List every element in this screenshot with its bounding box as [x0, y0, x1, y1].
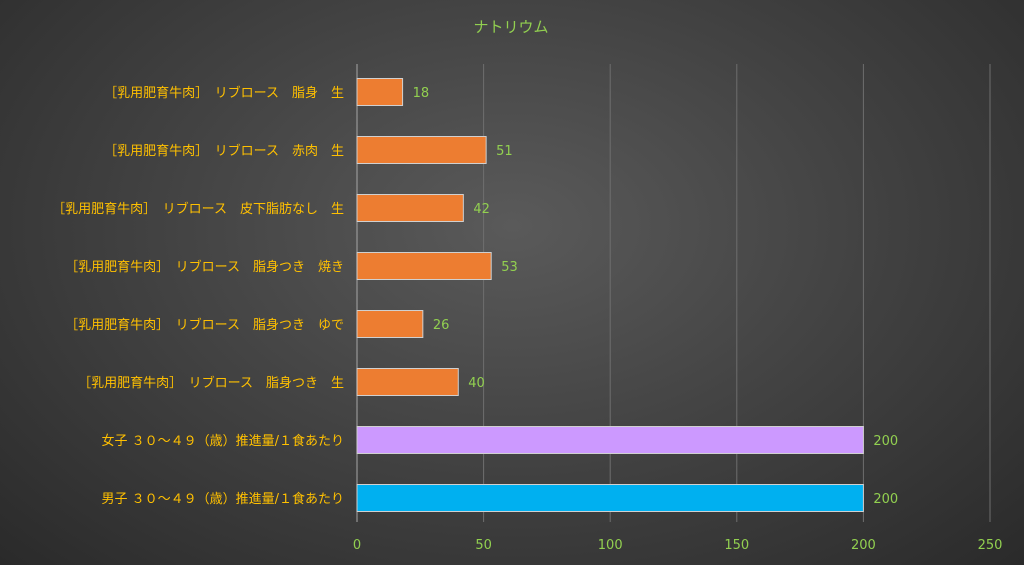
- x-tick-label: 100: [598, 538, 623, 553]
- data-label: 200: [873, 434, 898, 449]
- x-tick-label: 50: [475, 538, 492, 553]
- data-label: 42: [473, 202, 490, 217]
- bar-4: [356, 310, 424, 338]
- bar-1: [356, 136, 487, 164]
- bar-2: [356, 194, 464, 222]
- data-label: 51: [496, 144, 513, 159]
- data-label: 40: [468, 376, 485, 391]
- category-label: ［乳用肥育牛肉］ リブロース 赤肉 生: [104, 143, 344, 159]
- x-tick-label: 200: [851, 538, 876, 553]
- category-label: ［乳用肥育牛肉］ リブロース 脂身 生: [104, 85, 344, 101]
- data-label: 53: [501, 260, 518, 275]
- data-label: 26: [433, 318, 450, 333]
- category-label: 女子 ３０～４９（歳）推進量/１食あたり: [101, 433, 344, 449]
- labels: 0 50 100 150 200 250 ［乳用肥育牛肉］ リブロース 脂身 生 18 ［乳用肥…: [52, 85, 1002, 553]
- bar-5: [356, 368, 459, 396]
- category-label: ［乳用肥育牛肉］ リブロース 脂身つき 焼き: [65, 259, 344, 275]
- category-label: ［乳用肥育牛肉］ リブロース 脂身つき ゆで: [65, 317, 344, 333]
- chart-title: ナトリウム: [473, 18, 548, 36]
- bar-0: [356, 78, 404, 106]
- data-label: 18: [413, 86, 430, 101]
- data-label: 200: [873, 492, 898, 507]
- bar-7: [356, 484, 864, 512]
- x-tick-label: 0: [353, 538, 361, 553]
- bars: [356, 78, 864, 512]
- x-tick-label: 150: [724, 538, 749, 553]
- category-label: 男子 ３０～４９（歳）推進量/１食あたり: [101, 491, 344, 507]
- category-label: ［乳用肥育牛肉］ リブロース 脂身つき 生: [78, 375, 344, 391]
- bar-3: [356, 252, 492, 280]
- category-label: ［乳用肥育牛肉］ リブロース 皮下脂肪なし 生: [52, 201, 344, 217]
- bar-6: [356, 426, 864, 454]
- x-tick-label: 250: [978, 538, 1003, 553]
